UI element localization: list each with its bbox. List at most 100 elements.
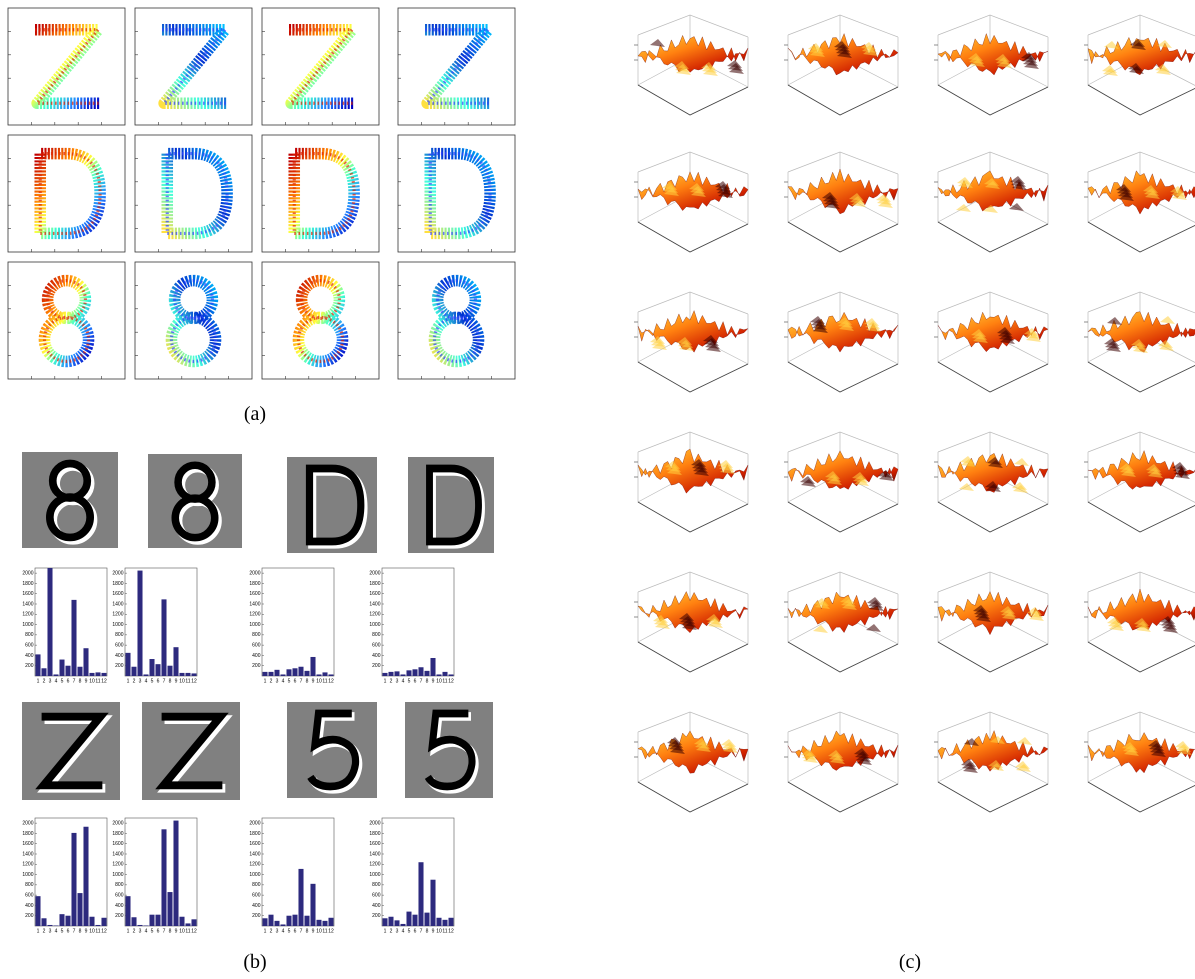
surface-plot	[634, 292, 748, 392]
bar	[442, 920, 447, 926]
y-tick-label: 1000	[249, 622, 260, 628]
x-tick-label: 8	[79, 928, 82, 934]
y-tick-label: 1000	[369, 872, 380, 878]
bar	[95, 925, 100, 926]
y-tick-label: 1200	[22, 612, 33, 618]
x-tick-label: 6	[414, 928, 417, 934]
x-tick-label: 11	[322, 928, 327, 934]
x-tick-label: 4	[55, 678, 58, 684]
bar	[125, 653, 130, 676]
axes-edge	[1088, 85, 1195, 115]
x-tick-label: 11	[322, 678, 327, 684]
bar	[262, 918, 267, 926]
y-tick-label: 400	[115, 653, 124, 659]
bar	[71, 600, 76, 676]
histogram-frame	[35, 818, 107, 926]
x-tick-label: 6	[157, 928, 160, 934]
axes-edge	[638, 642, 748, 672]
x-tick-label: 3	[49, 678, 52, 684]
bar	[173, 821, 178, 926]
surface	[788, 731, 898, 771]
x-tick-label: 9	[175, 928, 178, 934]
y-tick-label: 1000	[249, 872, 260, 878]
axes-edge	[938, 222, 1048, 252]
x-tick-label: 9	[312, 678, 315, 684]
surface-facet	[662, 182, 677, 190]
y-tick-label: 1600	[22, 591, 33, 597]
bar	[418, 862, 423, 926]
x-tick-label: 12	[448, 678, 454, 684]
y-tick-label: 800	[25, 632, 34, 638]
bar	[292, 915, 297, 926]
bar	[322, 921, 327, 926]
y-tick-label: 1400	[249, 851, 260, 857]
surface-plot	[784, 152, 898, 252]
y-tick-label: 800	[252, 632, 261, 638]
axes-edge	[1088, 362, 1195, 392]
surface-facet	[727, 60, 742, 68]
surface-facet	[810, 316, 825, 324]
y-tick-label: 400	[372, 903, 381, 909]
y-tick-label: 1600	[112, 591, 123, 597]
x-tick-label: 1	[264, 928, 267, 934]
bar	[47, 568, 52, 676]
y-tick-label: 200	[252, 913, 261, 919]
bar	[400, 674, 405, 676]
surface	[938, 34, 1048, 75]
x-tick-label: 3	[49, 928, 52, 934]
y-tick-label: 400	[252, 653, 261, 659]
surface-plot	[934, 292, 1048, 392]
x-tick-label: 11	[95, 928, 100, 934]
y-tick-label: 800	[115, 632, 124, 638]
surface	[638, 311, 748, 353]
axes-edge	[788, 362, 898, 392]
surface-facet	[1155, 64, 1170, 72]
bar	[131, 917, 136, 926]
bar	[77, 893, 82, 926]
x-tick-label: 8	[426, 678, 429, 684]
y-tick-label: 600	[372, 642, 381, 648]
x-tick-label: 1	[127, 928, 130, 934]
y-tick-label: 800	[252, 882, 261, 888]
y-tick-label: 600	[25, 642, 34, 648]
x-tick-label: 7	[73, 928, 76, 934]
bar	[394, 671, 399, 676]
x-tick-label: 6	[67, 928, 70, 934]
x-tick-label: 5	[61, 928, 64, 934]
axes-edge	[1088, 782, 1195, 812]
surface	[788, 169, 898, 214]
bar	[143, 925, 148, 926]
bar	[125, 896, 130, 926]
y-tick-label: 400	[115, 903, 124, 909]
surface-plot	[634, 712, 748, 812]
bar	[328, 918, 333, 926]
x-tick-label: 12	[101, 678, 107, 684]
y-tick-label: 200	[372, 913, 381, 919]
x-tick-label: 9	[175, 678, 178, 684]
bar	[322, 672, 327, 676]
x-tick-label: 3	[396, 928, 399, 934]
surface-plot	[634, 432, 748, 532]
x-tick-label: 7	[163, 678, 166, 684]
y-tick-label: 2000	[112, 820, 123, 826]
x-tick-label: 10	[179, 678, 185, 684]
y-tick-label: 1800	[369, 831, 380, 837]
bar	[304, 916, 309, 926]
surface-plot	[784, 292, 898, 392]
y-tick-label: 1600	[369, 591, 380, 597]
bar	[400, 924, 405, 926]
y-tick-label: 1600	[22, 841, 33, 847]
x-tick-label: 7	[300, 928, 303, 934]
x-tick-label: 3	[139, 678, 142, 684]
y-tick-label: 1600	[112, 841, 123, 847]
y-tick-label: 2000	[22, 820, 33, 826]
bar	[161, 599, 166, 676]
y-tick-label: 1800	[369, 581, 380, 587]
axes-edge	[1088, 642, 1195, 672]
x-tick-label: 12	[448, 928, 454, 934]
surface-facet	[876, 194, 891, 202]
surface-plot	[934, 712, 1048, 812]
x-tick-label: 8	[169, 928, 172, 934]
y-tick-label: 1000	[22, 872, 33, 878]
bar	[388, 672, 393, 676]
